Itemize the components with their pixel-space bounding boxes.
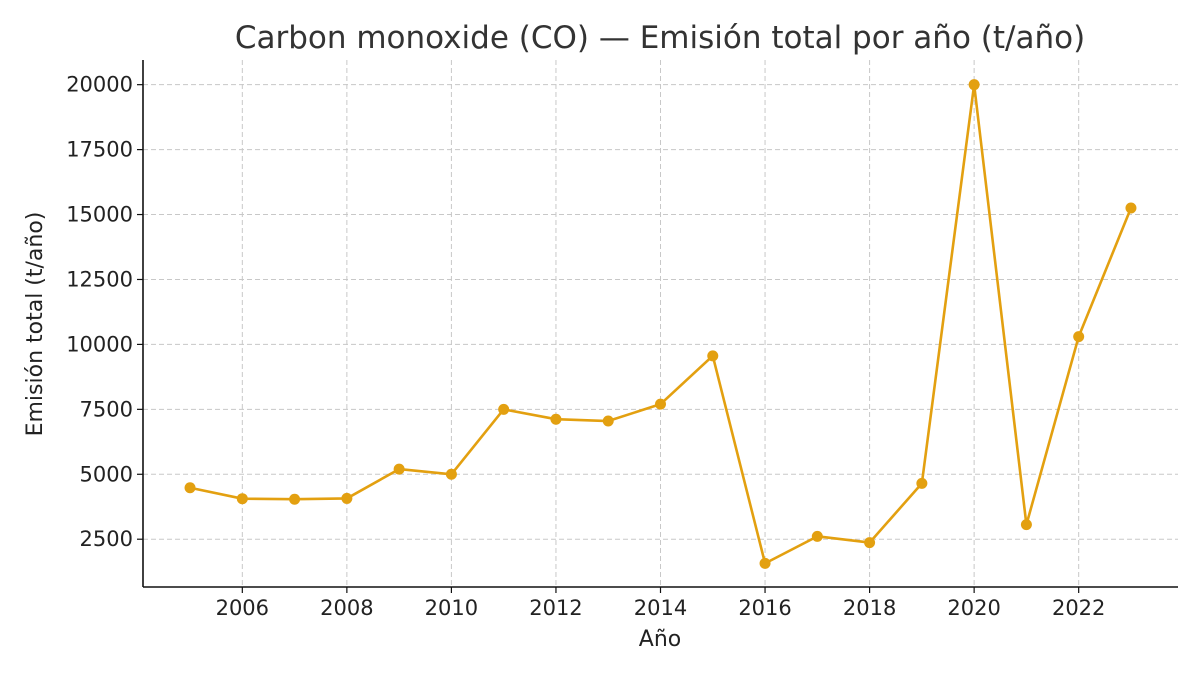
data-point [498, 403, 510, 415]
data-point [811, 530, 823, 542]
data-point [1125, 202, 1137, 214]
y-tick-label: 5000 [80, 462, 133, 486]
x-tick-label: 2010 [425, 596, 478, 620]
axes [142, 60, 1178, 588]
x-tick-label: 2008 [320, 596, 373, 620]
data-point [1020, 519, 1032, 531]
data-point [184, 482, 196, 494]
y-tick-label: 2500 [80, 527, 133, 551]
y-tick-label: 20000 [66, 73, 133, 97]
data-point [550, 413, 562, 425]
x-tick-label: 2006 [216, 596, 269, 620]
data-point [341, 492, 353, 504]
data-point [655, 398, 666, 410]
data-point [1073, 331, 1085, 343]
y-tick-label: 10000 [66, 332, 133, 356]
x-axis-label: Año [639, 627, 681, 652]
data-point [393, 463, 405, 475]
x-tick-label: 2012 [529, 596, 582, 620]
x-tick-label: 2014 [634, 596, 687, 620]
y-tick-label: 12500 [66, 267, 133, 291]
grid-lines [143, 60, 1178, 587]
y-tick-label: 17500 [66, 138, 133, 162]
x-tick-label: 2022 [1052, 596, 1105, 620]
series [184, 79, 1137, 569]
data-point [236, 493, 248, 505]
data-point [445, 468, 457, 480]
data-point [916, 477, 928, 489]
data-point [968, 79, 980, 91]
x-tick-label: 2020 [947, 596, 1000, 620]
data-point [602, 415, 614, 427]
data-point [759, 557, 771, 569]
x-tick-label: 2018 [843, 596, 896, 620]
y-axis-label: Emisión total (t/año) [23, 212, 48, 437]
data-point [864, 537, 876, 549]
data-point [289, 493, 301, 505]
y-tick-label: 7500 [80, 397, 133, 421]
tick-labels: 2006 2008 2010 2012 2014 2016 2018 2020 2022 2500… [66, 73, 1105, 620]
y-tick-label: 15000 [66, 203, 133, 227]
chart-title: Carbon monoxide (CO) — Emisión total por… [235, 20, 1085, 56]
x-tick-label: 2016 [738, 596, 791, 620]
data-point [707, 350, 719, 362]
